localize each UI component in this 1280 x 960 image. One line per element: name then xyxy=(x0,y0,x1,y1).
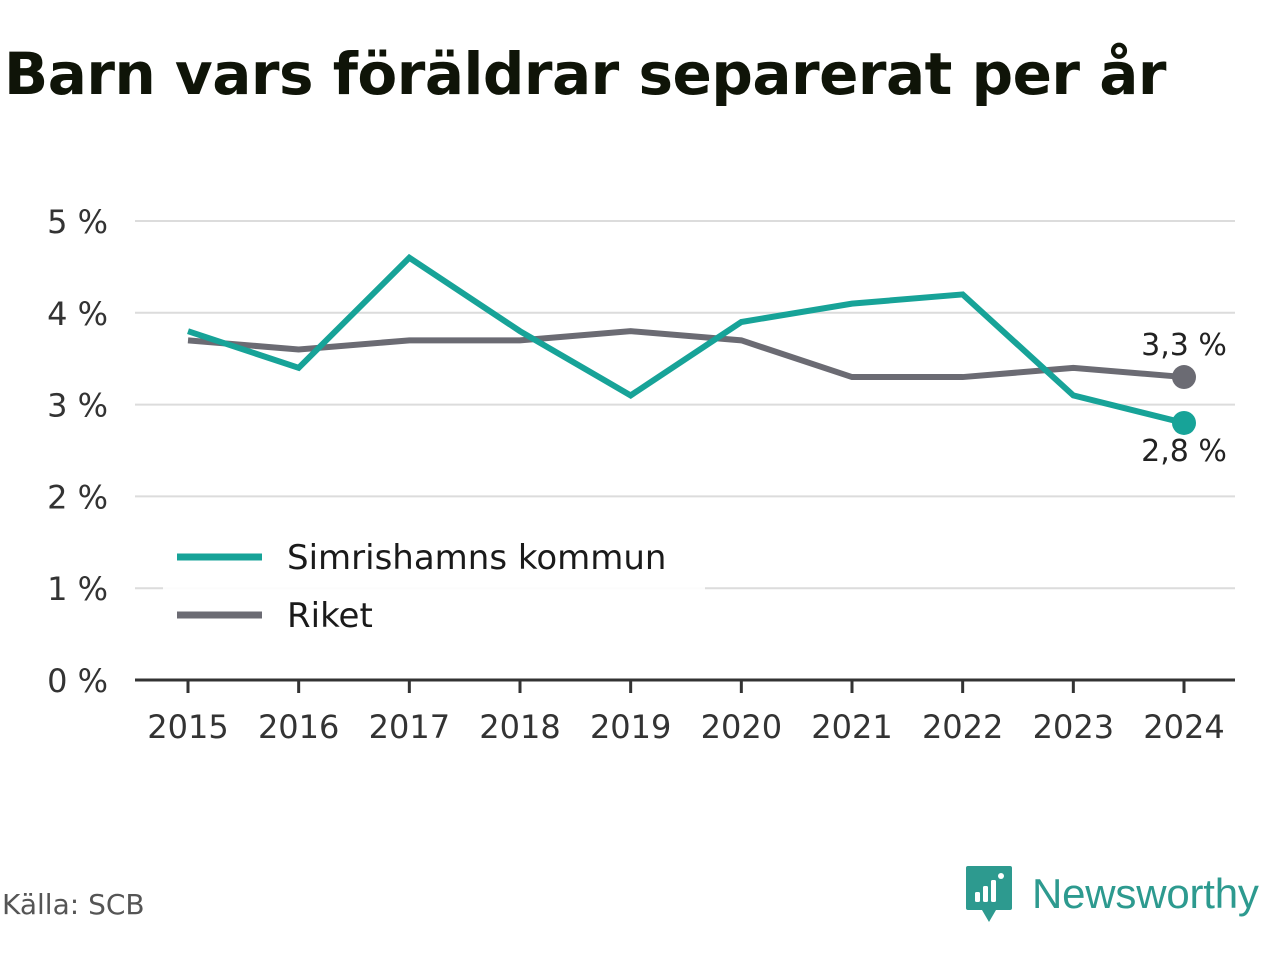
end-label-simrishamn: 2,8 % xyxy=(1141,434,1227,469)
end-label-riket: 3,3 % xyxy=(1141,328,1227,363)
legend-label: Riket xyxy=(287,596,373,636)
y-tick-label: 4 % xyxy=(47,295,108,333)
x-tick-label: 2018 xyxy=(479,708,560,746)
brand-logo: Newsworthy xyxy=(964,864,1259,924)
end-point xyxy=(1172,365,1196,390)
legend-label: Simrishamns kommun xyxy=(287,538,666,578)
source-note: Källa: SCB xyxy=(2,888,145,921)
chart-title: Barn vars föräldrar separerat per år xyxy=(4,40,1166,108)
x-tick-label: 2022 xyxy=(922,708,1003,746)
legend-background xyxy=(163,528,705,648)
x-tick-label: 2023 xyxy=(1033,708,1114,746)
end-value-labels: 3,3 % 2,8 % xyxy=(1141,328,1227,469)
x-axis: 2015 2016 2017 2018 2019 2020 2021 2022 2023 2024 xyxy=(135,678,1235,746)
legend: Simrishamns kommun Riket xyxy=(163,528,705,648)
brand-name: Newsworthy xyxy=(1032,870,1259,917)
x-tick-label: 2016 xyxy=(258,708,339,746)
x-tick-label: 2019 xyxy=(590,708,671,746)
y-axis-tick-labels: 0 % 1 % 2 % 3 % 4 % 5 % xyxy=(47,203,108,700)
y-tick-label: 1 % xyxy=(47,570,108,608)
x-tick-label: 2021 xyxy=(811,708,892,746)
y-tick-label: 5 % xyxy=(47,203,108,241)
x-tick-label: 2015 xyxy=(147,708,228,746)
series-line-riket xyxy=(187,328,1185,381)
series-line-simrishamn xyxy=(187,253,1185,426)
x-tick-label: 2024 xyxy=(1143,708,1224,746)
y-tick-label: 0 % xyxy=(47,662,108,700)
newsworthy-logo-icon xyxy=(966,866,1012,922)
x-tick-label: 2020 xyxy=(701,708,782,746)
y-tick-label: 3 % xyxy=(47,387,108,425)
y-tick-label: 2 % xyxy=(47,478,108,516)
x-tick-label: 2017 xyxy=(369,708,450,746)
series-lines xyxy=(187,253,1196,435)
end-point xyxy=(1172,410,1196,435)
